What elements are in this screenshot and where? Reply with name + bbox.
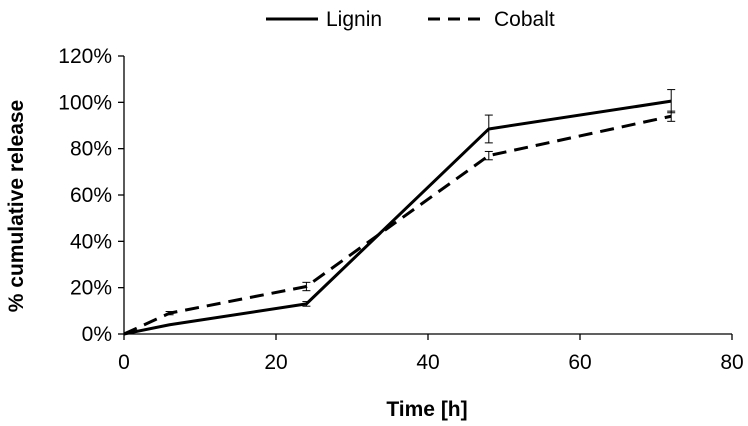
x-tick-label: 40: [416, 351, 439, 374]
x-tick-label: 60: [568, 351, 591, 374]
series-line-lignin: [123, 99, 672, 336]
y-axis-title: % cumulative release: [5, 100, 28, 312]
series-cobalt: [123, 110, 676, 336]
y-tick-label: 100%: [58, 91, 112, 114]
legend-label-lignin: Lignin: [326, 8, 382, 31]
legend-label-cobalt: Cobalt: [494, 8, 555, 31]
axes: [123, 56, 732, 335]
x-tick-label: 0: [118, 351, 130, 374]
legend: Lignin Cobalt: [266, 8, 555, 31]
error-bar-lignin: [302, 301, 311, 307]
series-lignin: [123, 89, 676, 336]
y-tick-label: 40%: [70, 230, 112, 253]
error-bar-cobalt: [484, 150, 493, 161]
error-bar-lignin: [484, 114, 493, 144]
x-tick-label: 80: [720, 351, 743, 374]
y-tick-label: 60%: [70, 184, 112, 207]
series-layer: [123, 89, 676, 336]
y-tick-label: 80%: [70, 138, 112, 161]
y-axis-ticks: 0% 20% 40% 60% 80% 100% 120%: [58, 45, 124, 346]
y-tick-label: 20%: [70, 277, 112, 300]
error-bar-cobalt: [165, 311, 174, 316]
y-tick-label: 120%: [58, 45, 112, 68]
error-bar-cobalt: [302, 281, 311, 292]
error-bar-cobalt: [667, 110, 676, 122]
series-line-cobalt: [123, 114, 672, 336]
x-axis-ticks: 0 20 40 60 80: [118, 334, 744, 374]
y-tick-label: 0%: [82, 323, 112, 346]
x-tick-label: 20: [264, 351, 287, 374]
x-axis-title: Time [h]: [386, 398, 467, 421]
